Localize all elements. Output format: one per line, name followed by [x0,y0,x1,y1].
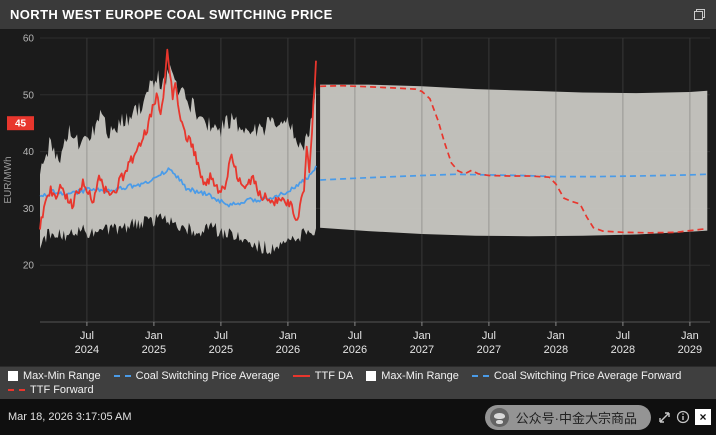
legend-row: TTF Forward [8,384,708,396]
svg-text:2024: 2024 [75,344,99,356]
line-swatch-icon [292,375,310,377]
svg-text:Jan: Jan [279,330,297,342]
watermark-badge: 公众号·中金大宗商品 [484,404,651,430]
svg-text:Jul: Jul [214,330,228,342]
axis-highlight-label [7,116,34,131]
band-forward [320,84,708,237]
svg-text:Jan: Jan [681,330,699,342]
page-title: NORTH WEST EUROPE COAL SWITCHING PRICE [10,7,333,22]
expand-icon[interactable] [658,411,671,424]
svg-text:45: 45 [15,119,27,130]
legend-item[interactable]: TTF Forward [8,384,94,396]
footer-right: 公众号·中金大宗商品 × [484,404,711,430]
svg-text:Jul: Jul [482,330,496,342]
svg-text:Jul: Jul [80,330,94,342]
title-bar: NORTH WEST EUROPE COAL SWITCHING PRICE [0,0,716,30]
corner-icons: × [658,409,711,425]
svg-text:Jul: Jul [616,330,630,342]
svg-text:2028: 2028 [611,344,635,356]
legend-label: TTF DA [314,370,354,382]
svg-text:40: 40 [23,147,35,158]
band-history [40,64,316,255]
legend-row: Max-Min Range Coal Switching Price Averag… [8,370,708,382]
legend-label: Max-Min Range [381,370,459,382]
legend-item[interactable]: Max-Min Range [366,370,459,382]
series-line [320,84,707,234]
legend-bar: Max-Min Range Coal Switching Price Averag… [0,366,716,399]
legend-item[interactable]: Coal Switching Price Average Forward [471,370,682,382]
legend-item[interactable]: TTF DA [292,370,354,382]
legend-label: Max-Min Range [23,370,101,382]
watermark-text: 公众号·中金大宗商品 [515,410,637,426]
price-chart: 20 30 40 50 60 45 Jul 2024 Jan 2025 Jul 2025 Jan 2026… [0,30,716,366]
line-swatch-icon [113,375,131,377]
chart-area: 20 30 40 50 60 45 Jul 2024 Jan 2025 Jul 2025 Jan 2026… [0,30,716,366]
timestamp: Mar 18, 2026 3:17:05 AM [8,411,132,423]
svg-text:60: 60 [23,34,35,45]
svg-text:2026: 2026 [343,344,367,356]
legend-label: TTF Forward [30,384,94,396]
restore-window-icon[interactable] [693,8,706,21]
wechat-icon [489,407,509,427]
svg-text:30: 30 [23,204,35,215]
svg-text:Jan: Jan [145,330,163,342]
close-icon[interactable]: × [695,409,711,425]
legend-label: Coal Switching Price Average [135,370,280,382]
legend-item[interactable]: Coal Switching Price Average [113,370,280,382]
svg-text:50: 50 [23,90,35,101]
info-icon[interactable] [676,410,690,424]
line-swatch-icon [8,389,25,391]
footer-bar: Mar 18, 2026 3:17:05 AM 公众号·中金大宗商品 [0,399,716,435]
legend-label: Coal Switching Price Average Forward [493,370,682,382]
svg-text:2027: 2027 [410,344,434,356]
svg-text:2025: 2025 [209,344,233,356]
band-swatch-icon [366,371,377,381]
series-line [39,48,317,230]
line-swatch-icon [471,375,489,377]
legend-item[interactable]: Max-Min Range [8,370,101,382]
svg-text:EUR/MWh: EUR/MWh [3,156,14,203]
svg-text:2029: 2029 [678,344,702,356]
svg-text:2027: 2027 [477,344,501,356]
svg-text:2028: 2028 [544,344,568,356]
svg-text:20: 20 [23,261,35,272]
svg-text:Jan: Jan [547,330,565,342]
svg-text:2025: 2025 [142,344,166,356]
svg-text:2026: 2026 [276,344,300,356]
svg-text:Jan: Jan [413,330,431,342]
band-swatch-icon [8,371,18,381]
svg-text:Jul: Jul [348,330,362,342]
